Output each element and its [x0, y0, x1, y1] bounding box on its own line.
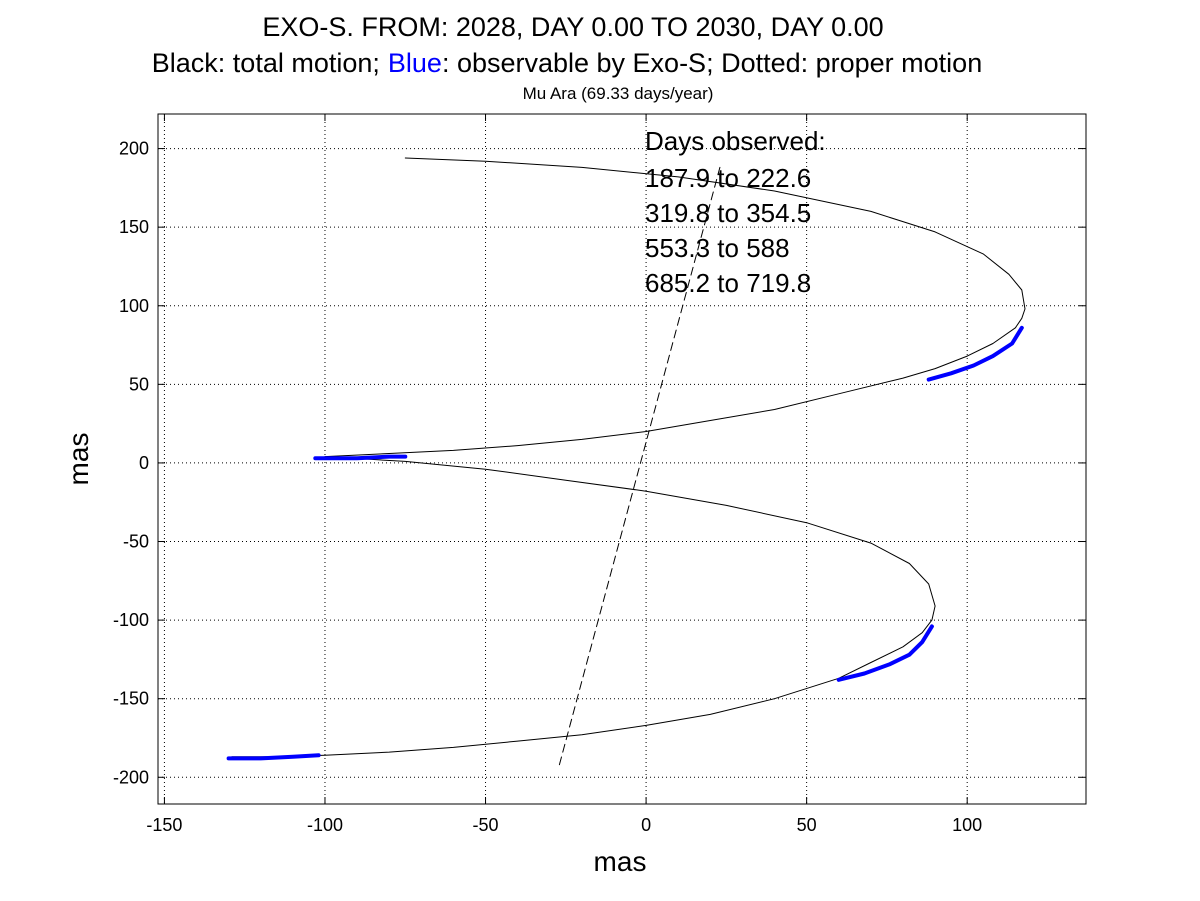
annotation-range-3: 553.3 to 588	[645, 233, 790, 263]
legend-total-motion: Black: total motion;	[152, 48, 380, 78]
annotation-range-1: 187.9 to 222.6	[645, 163, 811, 193]
y-tick-label: -100	[113, 610, 149, 630]
y-tick-label: 0	[139, 453, 149, 473]
y-axis-label: mas	[63, 433, 94, 486]
proper-motion-line	[558, 166, 721, 766]
y-tick-label: 50	[129, 374, 149, 394]
y-tick-label: 150	[119, 217, 149, 237]
days-observed-annotation: Days observed: 187.9 to 222.6 319.8 to 3…	[645, 126, 826, 298]
annotation-heading: Days observed:	[645, 126, 826, 156]
x-tick-label: 100	[952, 815, 982, 835]
x-axis-label: mas	[594, 846, 647, 877]
annotation-range-4: 685.2 to 719.8	[645, 268, 811, 298]
x-tick-label: -50	[473, 815, 499, 835]
series-group	[226, 157, 1026, 766]
grid	[158, 114, 1086, 804]
x-tick-label: 0	[641, 815, 651, 835]
chart-subtitle: Mu Ara (69.33 days/year)	[523, 84, 714, 103]
x-tick-label: 50	[797, 815, 817, 835]
legend-blue-word: Blue	[388, 48, 442, 78]
annotation-range-2: 319.8 to 354.5	[645, 198, 811, 228]
chart-title: EXO-S. FROM: 2028, DAY 0.00 TO 2030, DAY…	[262, 12, 883, 42]
observable-segment-2	[313, 454, 408, 461]
y-tick-label: -50	[123, 532, 149, 552]
legend-rest: : observable by Exo-S; Dotted: proper mo…	[442, 48, 982, 78]
observable-segment-4	[836, 624, 934, 682]
y-tick-label: -200	[113, 767, 149, 787]
x-tick-label: -100	[307, 815, 343, 835]
observable-segment-3	[926, 325, 1024, 382]
x-tick-label: -150	[146, 815, 182, 835]
y-tick-label: -150	[113, 689, 149, 709]
y-tick-label: 200	[119, 139, 149, 159]
y-tick-label: 100	[119, 296, 149, 316]
axis-ticks: -150 -100 -50 0 50 100 -200 -150 -100 -50 0 50 100 15…	[113, 114, 1086, 835]
observable-segment-5	[226, 753, 321, 761]
chart-legend-line: Black: total motion; Blue: observable by …	[152, 48, 982, 78]
axes-frame	[157, 113, 1087, 805]
